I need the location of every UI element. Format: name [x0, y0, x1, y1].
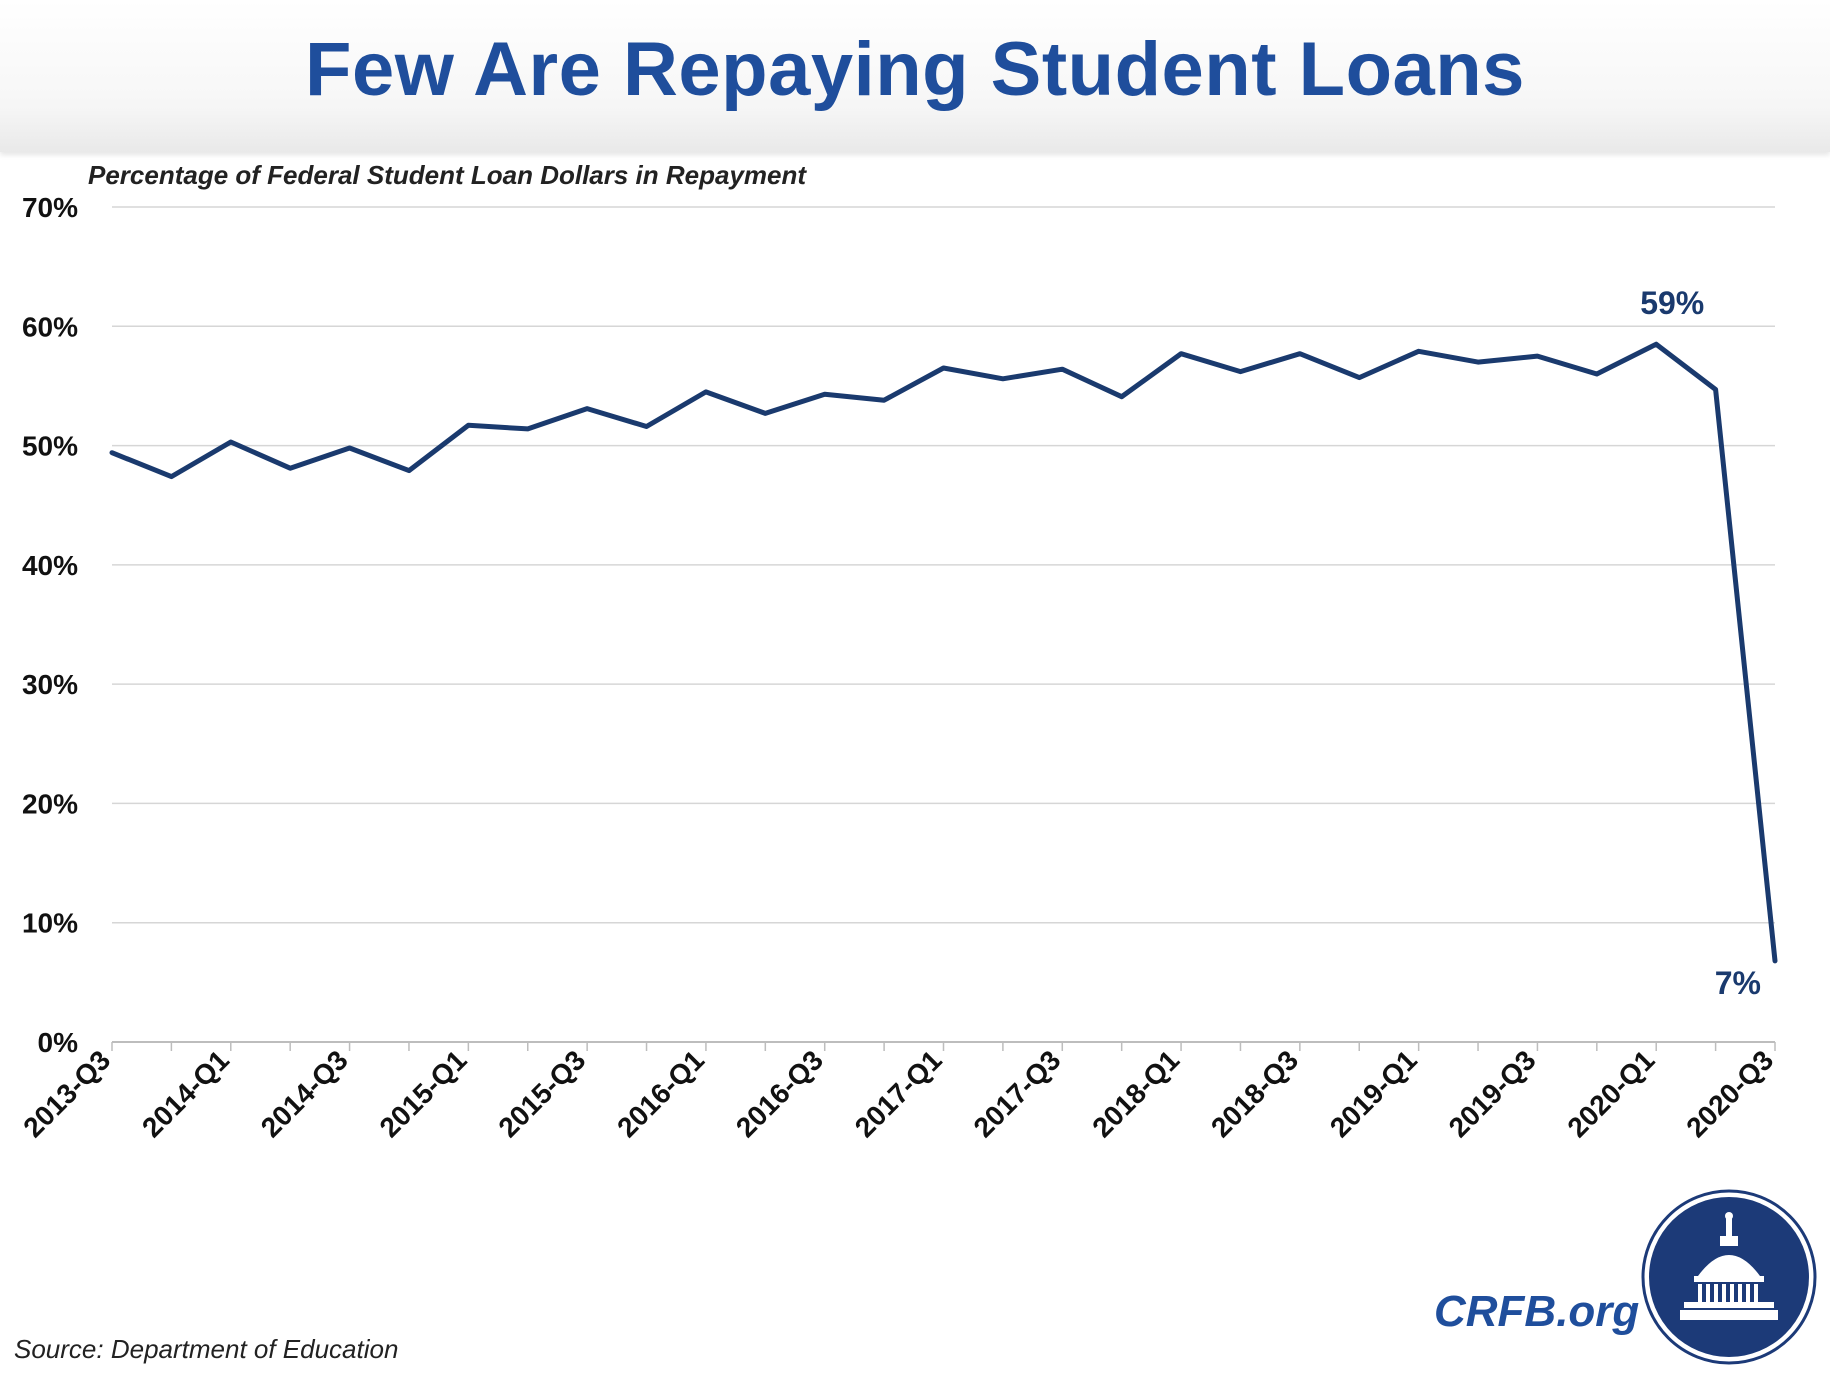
- x-tick-label: 2019-Q3: [1443, 1044, 1542, 1143]
- x-tick-label: 2019-Q1: [1324, 1044, 1423, 1143]
- x-tick-label: 2016-Q1: [611, 1044, 710, 1143]
- source-note: Source: Department of Education: [14, 1334, 399, 1364]
- x-tick-label: 2014-Q1: [136, 1044, 235, 1143]
- x-tick-label: 2014-Q3: [255, 1044, 354, 1143]
- y-tick-label: 30%: [22, 669, 78, 700]
- y-tick-label: 60%: [22, 311, 78, 342]
- x-tick-label: 2017-Q1: [849, 1044, 948, 1143]
- x-tick-label: 2015-Q1: [374, 1044, 473, 1143]
- y-tick-label: 50%: [22, 431, 78, 462]
- x-tick-label: 2013-Q3: [17, 1044, 116, 1143]
- data-label: 7%: [1715, 965, 1761, 1001]
- y-tick-label: 40%: [22, 550, 78, 581]
- page-title: Few Are Repaying Student Loans: [305, 27, 1525, 112]
- series-line: [109, 341, 1778, 964]
- x-tick-label: 2018-Q3: [1205, 1044, 1304, 1143]
- x-tick-label: 2018-Q1: [1086, 1044, 1185, 1143]
- y-tick-label: 20%: [22, 788, 78, 819]
- x-tick-label: 2020-Q3: [1680, 1044, 1779, 1143]
- x-tick-label: 2017-Q3: [968, 1044, 1067, 1143]
- x-tick-label: 2016-Q3: [730, 1044, 829, 1143]
- y-tick-label: 70%: [22, 192, 78, 223]
- brand-link[interactable]: CRFB.org: [1434, 1287, 1640, 1336]
- header-banner: Few Are Repaying Student Loans: [0, 0, 1830, 152]
- y-tick-label: 10%: [22, 908, 78, 939]
- x-tick-label: 2015-Q3: [492, 1044, 591, 1143]
- x-tick-label: 2020-Q1: [1561, 1044, 1660, 1143]
- chart-subtitle: Percentage of Federal Student Loan Dolla…: [88, 160, 807, 190]
- y-tick-label: 0%: [38, 1027, 79, 1058]
- data-label: 59%: [1640, 285, 1704, 321]
- capitol-dome-logo: [1641, 1189, 1817, 1365]
